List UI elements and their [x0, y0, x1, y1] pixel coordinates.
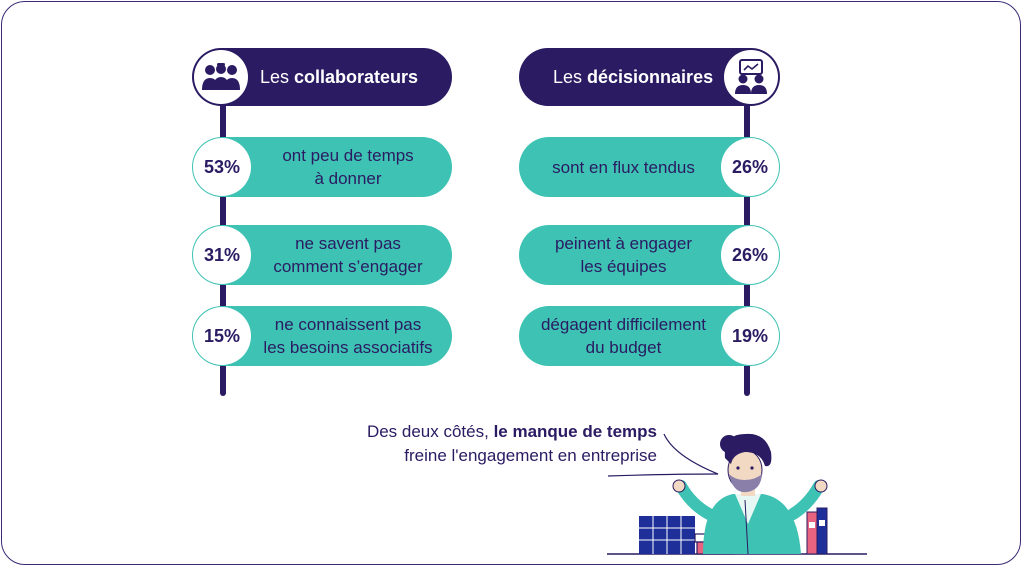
left-stat-3-percent: 15% — [193, 307, 251, 365]
speech-tail — [607, 433, 719, 477]
right-stat-2-percent: 26% — [721, 226, 779, 284]
right-stat-2-text: peinent à engager les équipes — [554, 234, 693, 276]
left-header: Les collaborateurs — [192, 48, 452, 106]
right-header-title: Les décisionnaires — [553, 66, 714, 87]
right-stat-3-text: dégagent difficilement du budget — [540, 315, 707, 357]
left-stat-2: 31% ne savent pas comment s’engager — [192, 225, 452, 285]
team-people-icon — [194, 50, 248, 104]
right-stat-1-text: sont en flux tendus — [552, 157, 695, 177]
shrugging-man-illustration — [607, 433, 867, 555]
quote-text: Des deux côtés, le manque de temps frein… — [366, 422, 657, 465]
right-stat-3-percent: 19% — [721, 307, 779, 365]
right-stat-3: dégagent difficilement du budget 19% — [519, 306, 780, 366]
left-stat-1: 53% ont peu de temps à donner — [192, 137, 452, 197]
right-stat-1: sont en flux tendus 26% — [519, 137, 780, 197]
right-stat-1-percent: 26% — [721, 138, 779, 196]
right-stat-2: peinent à engager les équipes 26% — [519, 225, 780, 285]
left-stat-1-percent: 53% — [193, 138, 251, 196]
left-header-title: Les collaborateurs — [260, 66, 419, 87]
presentation-board-icon — [724, 50, 778, 104]
left-stat-1-text: ont peu de temps à donner — [282, 146, 414, 188]
left-stat-3-text: ne connaissent pas les besoins associati… — [263, 315, 433, 357]
left-stat-3: 15% ne connaissent pas les besoins assoc… — [192, 306, 452, 366]
left-stat-2-percent: 31% — [193, 226, 251, 284]
right-header: Les décisionnaires — [519, 48, 780, 106]
left-stat-2-text: ne savent pas comment s’engager — [273, 234, 423, 276]
